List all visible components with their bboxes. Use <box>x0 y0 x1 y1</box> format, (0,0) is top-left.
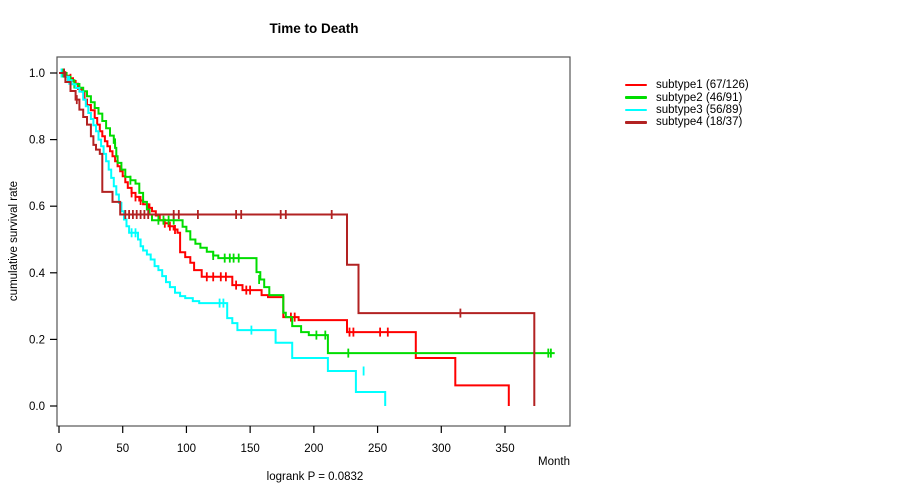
y-tick-label: 0.4 <box>29 268 46 280</box>
legend-label-subtype4: subtype4 (18/37) <box>656 116 743 129</box>
legend-line-subtype2 <box>625 96 647 99</box>
legend-item-subtype4: subtype4 (18/37) <box>625 116 749 128</box>
curve-subtype2 <box>59 72 555 355</box>
x-tick-label: 100 <box>177 443 196 455</box>
series-subtype4 <box>59 68 536 406</box>
legend-line-subtype4 <box>625 121 647 124</box>
legend-item-subtype3: subtype3 (56/89) <box>625 104 749 116</box>
y-tick-label: 0.6 <box>29 201 45 213</box>
x-tick-label: 350 <box>495 443 514 455</box>
x-tick-label: 150 <box>241 443 260 455</box>
x-tick-label: 0 <box>56 443 62 455</box>
x-tick-label: 250 <box>368 443 387 455</box>
legend-item-subtype1: subtype1 (67/126) <box>625 79 749 91</box>
legend-item-subtype2: subtype2 (46/91) <box>625 91 749 104</box>
x-tick-label: 50 <box>116 443 129 455</box>
legend-label-subtype1: subtype1 (67/126) <box>656 79 749 92</box>
y-tick-label: 1.0 <box>29 68 45 80</box>
series-subtype2 <box>59 68 555 358</box>
x-tick-label: 200 <box>304 443 323 455</box>
chart-title: Time to Death <box>269 21 359 36</box>
y-axis-ticks: 0.0 0.2 0.4 0.6 0.8 1.0 <box>29 68 57 413</box>
x-axis-label: Month <box>538 456 570 468</box>
y-tick-label: 0.2 <box>29 334 45 346</box>
curve-subtype4 <box>59 72 536 406</box>
legend-line-subtype3 <box>625 108 647 112</box>
legend: subtype1 (67/126) subtype2 (46/91) subtype… <box>625 79 749 129</box>
y-tick-label: 0.0 <box>29 401 45 413</box>
legend-label-subtype3: subtype3 (56/89) <box>656 103 743 116</box>
x-axis-ticks: 0 50 100 150 200 250 300 350 <box>56 426 515 455</box>
logrank-pvalue: logrank P = 0.0832 <box>266 471 364 483</box>
legend-label-subtype2: subtype2 (46/91) <box>656 91 743 104</box>
curve-subtype3 <box>59 72 387 406</box>
plot-frame <box>56 56 571 427</box>
series-subtype1 <box>59 71 510 406</box>
series-subtype3 <box>59 68 387 406</box>
y-tick-label: 0.8 <box>29 135 45 147</box>
curve-subtype1 <box>59 72 510 406</box>
x-tick-label: 300 <box>432 443 451 455</box>
legend-line-subtype1 <box>625 84 647 87</box>
